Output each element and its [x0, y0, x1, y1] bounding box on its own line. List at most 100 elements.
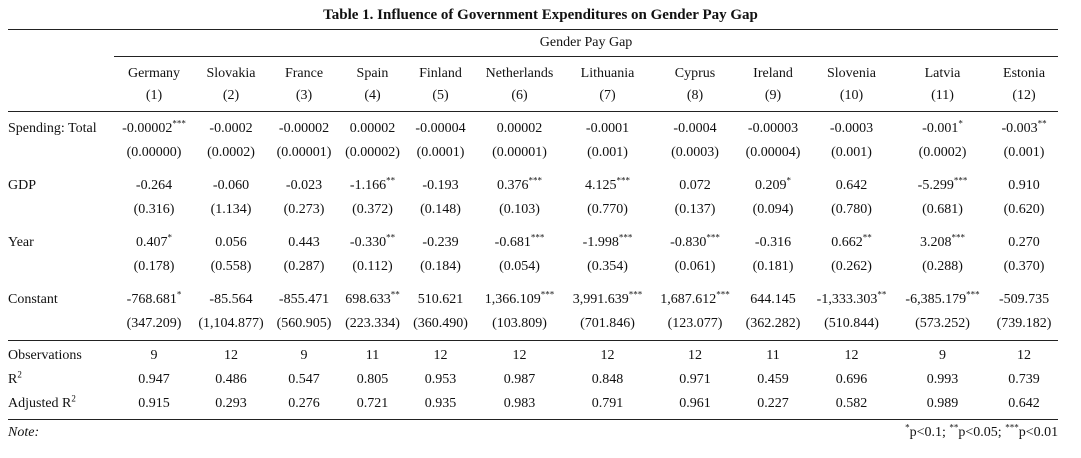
statistic-label: Observations: [8, 340, 114, 368]
coefficient-cell: -0.00002: [268, 111, 340, 141]
standard-error-cell: (0.178): [133, 259, 175, 274]
coefficient-cell: -0.00004: [405, 111, 476, 141]
standard-error-cell: (0.00001): [276, 145, 332, 160]
statistic-value: 9: [114, 340, 194, 368]
coefficient-cell: 0.910: [990, 169, 1058, 198]
statistic-label-text: Observations: [8, 348, 82, 363]
coefficient-value: -1,333.303: [816, 292, 878, 307]
column-number: (1): [145, 88, 163, 103]
coefficient-value: -0.0003: [829, 121, 874, 136]
coefficient-value: -0.001: [922, 121, 959, 136]
statistic-value: 0.739: [1008, 372, 1040, 387]
standard-error-cell: (0.054): [499, 259, 540, 274]
standard-error-cell: (0.262): [831, 259, 872, 274]
standard-error-cell: (123.077): [667, 316, 723, 331]
coefficient-cell: -85.564: [194, 283, 268, 312]
coefficient-cell: 1,366.109***: [476, 283, 563, 312]
standard-error-cell: (0.316): [133, 202, 175, 217]
column-name: Spain: [356, 66, 389, 81]
stub-cell: [8, 141, 114, 169]
statistic-value: 0.971: [679, 372, 711, 387]
statistic-value: 0.547: [288, 372, 320, 387]
significance-stars: 2: [17, 369, 22, 380]
coefficient-value: -0.330: [349, 235, 387, 250]
significance-stars: ***: [953, 175, 968, 186]
column-number: (8): [686, 88, 704, 103]
coefficient-value: 1,687.612: [660, 292, 717, 307]
coefficient-value: 3.208: [920, 235, 952, 250]
row-label: Constant: [8, 292, 58, 307]
group-header-row: Gender Pay Gap: [8, 29, 1059, 57]
significance-stars: ***: [530, 232, 545, 243]
standard-error-row: (0.316) (1.134) (0.273) (0.372) (0.148) (0.10…: [8, 198, 1058, 226]
coefficient-value: 3,991.639: [572, 292, 629, 307]
statistic-row: R2 0.947 0.486 0.547 0.805 0.953 0.987 0.848 0.9…: [8, 368, 1058, 392]
statistic-value: 0.987: [503, 372, 536, 387]
coefficient-value: 0.910: [1008, 178, 1040, 193]
standard-error-cell: (362.282): [745, 316, 801, 331]
standard-error-cell: (0.001): [587, 145, 628, 160]
coefficient-cell: 0.376***: [476, 169, 563, 198]
coefficient-cell: -0.0001: [563, 111, 652, 141]
coefficient-value: -0.0001: [585, 121, 630, 136]
statistic-value: 0.983: [503, 396, 536, 411]
column-number: (11): [931, 88, 954, 103]
standard-error-cell: (0.287): [283, 259, 325, 274]
coefficient-value: -0.00002: [122, 121, 173, 136]
coefficient-cell: -1,333.303**: [808, 283, 895, 312]
row-label: GDP: [8, 178, 37, 193]
stub-cell: [8, 198, 114, 226]
column-names-row: Germany Slovakia France Spain Finland Netherl…: [8, 57, 1058, 86]
standard-error-cell: (1,104.877): [198, 316, 264, 331]
significance-stars: ***: [528, 175, 543, 186]
coefficient-value: 0.00002: [349, 121, 396, 136]
coefficient-value: 4.125: [585, 178, 617, 193]
coefficient-row: Year 0.407* 0.056 0.443 -0.330** -0.239 -0.681…: [8, 226, 1058, 255]
significance-stars: **: [390, 289, 400, 300]
coefficient-cell: -0.239: [405, 226, 476, 255]
coefficient-cell: -0.316: [738, 226, 808, 255]
stub-cell: [8, 57, 114, 86]
standard-error-cell: (0.061): [674, 259, 716, 274]
coefficient-cell: -0.023: [268, 169, 340, 198]
statistic-value: 0.935: [424, 396, 457, 411]
standard-error-cell: (0.094): [752, 202, 794, 217]
coefficient-cell: 0.00002: [476, 111, 563, 141]
statistic-value: 0.961: [679, 396, 711, 411]
coefficient-value: -0.0004: [673, 121, 717, 136]
statistic-value: 12: [990, 340, 1059, 368]
coefficient-value: 0.376: [497, 178, 529, 193]
significance-stars: **: [877, 289, 887, 300]
coefficient-cell: 3,991.639***: [563, 283, 652, 312]
column-name: Estonia: [1003, 66, 1046, 81]
column-number: (4): [364, 88, 381, 103]
significance-stars: ***: [706, 232, 720, 243]
significance-stars: ***: [628, 289, 643, 300]
standard-error-cell: (0.001): [1003, 145, 1045, 160]
standard-error-cell: (0.184): [420, 259, 461, 274]
standard-error-cell: (0.00004): [745, 145, 801, 160]
statistic-value: 0.276: [288, 396, 320, 411]
coefficient-cell: 0.072: [652, 169, 738, 198]
coefficient-value: 0.270: [1008, 235, 1040, 250]
significance-stars: ***: [1005, 422, 1019, 433]
significance-stars: **: [386, 232, 396, 243]
statistic-value: 0.947: [138, 372, 170, 387]
statistic-value: 0.848: [591, 372, 624, 387]
coefficient-row: Spending: Total -0.00002*** -0.0002 -0.0000…: [8, 111, 1059, 141]
statistic-value: 0.721: [356, 396, 389, 411]
coefficient-value: -0.060: [212, 178, 250, 193]
significance-stars: ***: [540, 289, 555, 300]
significance-stars: **: [1037, 118, 1047, 129]
coefficient-value: -0.0002: [209, 121, 253, 136]
coefficient-value: -855.471: [278, 292, 330, 307]
coefficient-value: -0.023: [285, 178, 323, 193]
coefficient-value: 0.056: [215, 235, 247, 250]
coefficient-value: -0.239: [422, 235, 459, 250]
coefficient-value: -0.264: [135, 178, 173, 193]
column-number: (5): [432, 88, 449, 103]
significance-stars: *: [958, 118, 963, 129]
column-number: (10): [839, 88, 864, 103]
coefficient-value: 0.443: [288, 235, 320, 250]
standard-error-cell: (0.112): [352, 259, 393, 274]
